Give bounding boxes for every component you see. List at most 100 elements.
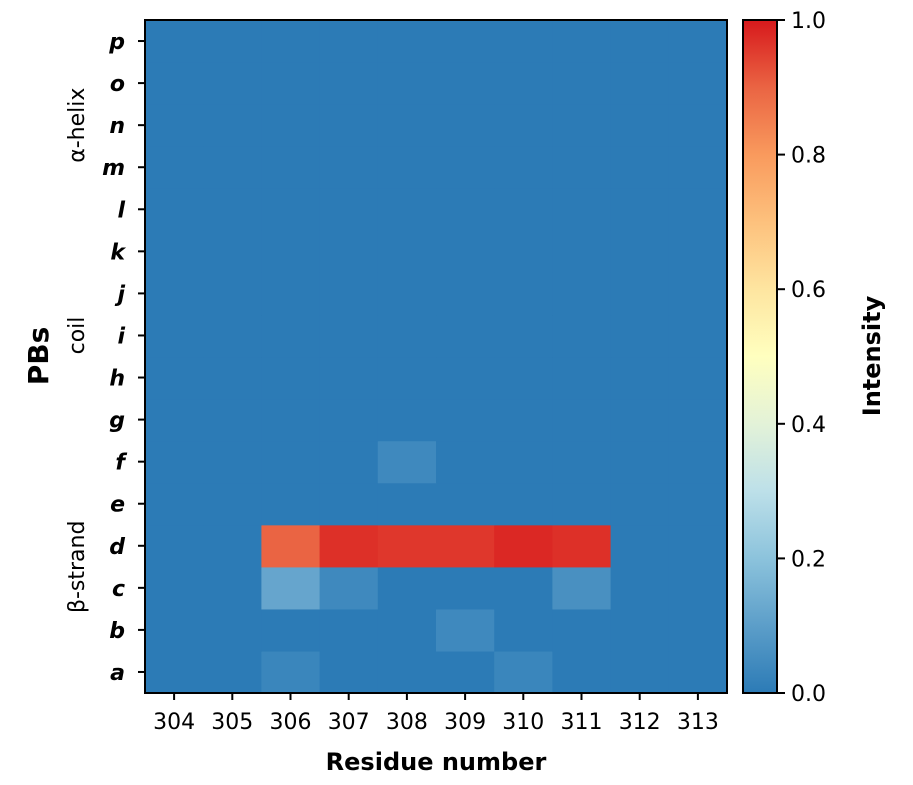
heatmap-cell-l-306 (261, 188, 321, 231)
heatmap-cell-b-311 (552, 608, 612, 652)
y-tick-label: o (110, 72, 125, 97)
x-tick-label: 312 (619, 710, 661, 735)
heatmap-cell-a-310 (494, 650, 553, 694)
heatmap-cell-b-312 (610, 608, 670, 652)
heatmap-cell-k-304 (145, 230, 204, 273)
heatmap-cell-o-304 (145, 62, 204, 105)
colorbar-tick-label: 0.6 (791, 278, 826, 303)
heatmap-cell-b-304 (145, 608, 204, 652)
heatmap-cell-j-306 (261, 272, 321, 316)
y-tick-label: d (109, 535, 125, 560)
heatmap-cell-k-309 (436, 230, 495, 273)
heatmap-cell-o-308 (377, 62, 437, 105)
y-tick-label: e (110, 493, 125, 518)
y-group-labels: β-strand coil α-helix (65, 88, 90, 613)
heatmap-cell-j-311 (552, 272, 612, 316)
heatmap-cell-l-307 (319, 188, 379, 231)
heatmap-cell-k-312 (610, 230, 670, 273)
heatmap-cell-h-312 (610, 356, 670, 400)
heatmap-cell-b-305 (203, 608, 262, 652)
heatmap-cell-e-313 (668, 482, 728, 526)
heatmap-cell-n-312 (610, 104, 670, 147)
colorbar-tick-label: 1.0 (791, 9, 826, 34)
heatmap-cell-c-311 (552, 566, 612, 610)
heatmap-cell-i-305 (203, 314, 262, 358)
heatmap-cell-d-309 (436, 524, 495, 568)
heatmap-cell-j-313 (668, 272, 728, 316)
x-tick-label: 308 (386, 710, 428, 735)
heatmap-cell-p-311 (552, 20, 612, 63)
heatmap-cell-i-307 (319, 314, 379, 358)
heatmap-cell-h-313 (668, 356, 728, 400)
y-tick-label: i (117, 324, 125, 349)
heatmap-cell-o-310 (494, 62, 553, 105)
heatmap-cell-f-310 (494, 440, 553, 484)
heatmap-cell-k-310 (494, 230, 553, 273)
heatmap-cell-g-306 (261, 398, 321, 442)
y-tick-label: m (102, 156, 125, 181)
heatmap-cell-h-308 (377, 356, 437, 400)
heatmap-cell-h-305 (203, 356, 262, 400)
heatmap-cell-b-306 (261, 608, 321, 652)
heatmap-cell-m-306 (261, 146, 321, 189)
heatmap-cell-f-312 (610, 440, 670, 484)
heatmap-cell-p-304 (145, 20, 204, 63)
heatmap-cell-h-310 (494, 356, 553, 400)
colorbar-ticks: 0.0 0.2 0.4 0.6 0.8 1.0 (777, 9, 826, 707)
heatmap-cell-c-307 (319, 566, 379, 610)
heatmap-cell-c-309 (436, 566, 495, 610)
heatmap-cell-a-305 (203, 650, 262, 694)
heatmap-cell-b-307 (319, 608, 379, 652)
heatmap-cell-n-309 (436, 104, 495, 147)
x-tick-label: 306 (270, 710, 312, 735)
heatmap-cell-j-312 (610, 272, 670, 316)
heatmap-cell-n-308 (377, 104, 437, 147)
heatmap-cell-o-306 (261, 62, 321, 105)
heatmap-cell-m-310 (494, 146, 553, 189)
heatmap-cell-i-304 (145, 314, 204, 358)
heatmap-cell-g-309 (436, 398, 495, 442)
heatmap-cell-j-305 (203, 272, 262, 316)
heatmap-cell-f-306 (261, 440, 321, 484)
heatmap-cell-g-313 (668, 398, 728, 442)
heatmap-cell-e-309 (436, 482, 495, 526)
heatmap-cell-c-304 (145, 566, 204, 610)
heatmap-cell-c-310 (494, 566, 553, 610)
heatmap-cell-a-306 (261, 650, 321, 694)
heatmap-cell-j-310 (494, 272, 553, 316)
heatmap-cell-j-308 (377, 272, 437, 316)
heatmap-cell-m-307 (319, 146, 379, 189)
heatmap-cell-g-312 (610, 398, 670, 442)
heatmap-cell-b-310 (494, 608, 553, 652)
heatmap-cell-d-304 (145, 524, 204, 568)
x-tick-label: 311 (561, 710, 603, 735)
heatmap-cell-i-310 (494, 314, 553, 358)
heatmap-cell-g-308 (377, 398, 437, 442)
heatmap-cell-c-306 (261, 566, 321, 610)
heatmap-cell-p-306 (261, 20, 321, 63)
heatmap-cell-m-311 (552, 146, 612, 189)
heatmap-cell-j-304 (145, 272, 204, 316)
heatmap-cell-i-312 (610, 314, 670, 358)
heatmap-cell-m-312 (610, 146, 670, 189)
heatmap-cell-k-306 (261, 230, 321, 273)
x-tick-label: 307 (328, 710, 370, 735)
heatmap-cell-f-313 (668, 440, 728, 484)
heatmap-cell-f-304 (145, 440, 204, 484)
heatmap-cell-n-310 (494, 104, 553, 147)
heatmap-cell-d-306 (261, 524, 321, 568)
heatmap-cell-a-304 (145, 650, 204, 694)
heatmap-cell-i-313 (668, 314, 728, 358)
heatmap-cell-n-304 (145, 104, 204, 147)
heatmap-cell-h-307 (319, 356, 379, 400)
heatmap-cell-f-308 (377, 440, 437, 484)
heatmap-cell-g-305 (203, 398, 262, 442)
colorbar-label: Intensity (858, 295, 886, 416)
y-tick-label: h (109, 367, 125, 392)
heatmap-cell-c-313 (668, 566, 728, 610)
heatmap-cell-i-308 (377, 314, 437, 358)
colorbar-tick-label: 0.2 (791, 547, 826, 572)
heatmap-cell-l-304 (145, 188, 204, 231)
